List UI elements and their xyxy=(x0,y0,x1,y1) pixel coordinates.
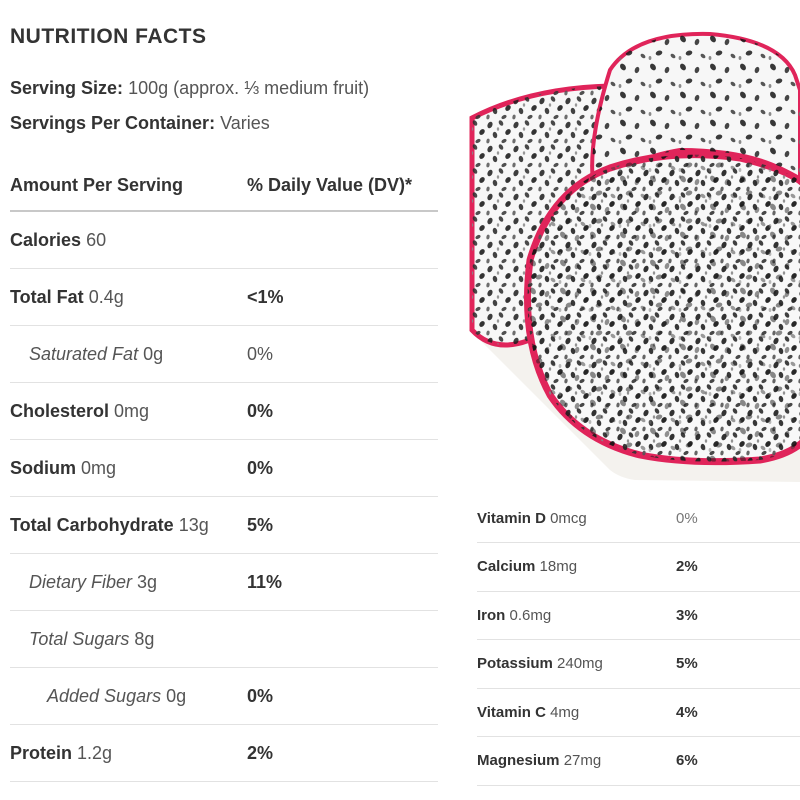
nutrient-dv: 0% xyxy=(247,685,274,706)
dragon-fruit-image xyxy=(460,0,800,510)
nutrient-name: Cholesterol xyxy=(10,400,110,421)
table-row-cholesterol: Cholesterol 0mg 0% xyxy=(10,383,438,440)
nutrient-name: Calories xyxy=(10,229,82,250)
nutrient-dv: 0% xyxy=(247,457,274,478)
nutrient-dv: <1% xyxy=(247,286,284,307)
nutrient-name: Total Carbohydrate xyxy=(10,514,174,535)
servings-per-container: Servings Per Container: Varies xyxy=(10,113,270,134)
nutrient-dv: 5% xyxy=(676,655,698,673)
nutrient-dv: 2% xyxy=(247,742,274,763)
nutrient-dv: 6% xyxy=(676,752,698,770)
serving-size: Serving Size: 100g (approx. ⅓ medium fru… xyxy=(10,78,369,99)
table-row-sodium: Sodium 0mg 0% xyxy=(10,440,438,497)
nutrient-dv: 11% xyxy=(247,571,283,592)
table-row-calcium: Calcium 18mg 2% xyxy=(477,543,800,592)
nutrient-amount: 27mg xyxy=(563,752,602,770)
table-row-total-carbohydrate: Total Carbohydrate 13g 5% xyxy=(10,497,438,554)
nutrient-dv: 4% xyxy=(676,703,698,721)
nutrient-name: Protein xyxy=(10,742,73,763)
nutrient-name: Added Sugars xyxy=(47,685,162,706)
table-header: Amount Per Serving % Daily Value (DV)* xyxy=(10,160,438,212)
servings-per-container-value: Varies xyxy=(220,113,270,133)
header-amount-per-serving: Amount Per Serving xyxy=(10,174,184,195)
nutrient-dv: 5% xyxy=(247,514,274,535)
table-row-added-sugars: Added Sugars 0g 0% xyxy=(10,668,438,725)
nutrient-name: Sodium xyxy=(10,457,76,478)
nutrient-dv: 3% xyxy=(676,606,698,624)
nutrient-amount: 240mg xyxy=(557,655,603,673)
nutrient-name: Magnesium xyxy=(477,752,560,770)
nutrient-name: Vitamin C xyxy=(477,703,546,721)
nutrient-amount: 0mcg xyxy=(550,510,587,527)
nutrient-amount: 0.6mg xyxy=(509,606,552,624)
serving-size-label: Serving Size: xyxy=(10,78,124,98)
nutrition-table: Amount Per Serving % Daily Value (DV)* C… xyxy=(10,160,438,782)
fruit-slice-top xyxy=(590,31,800,200)
table-row-magnesium: Magnesium 27mg 6% xyxy=(477,737,800,786)
nutrient-name: Calcium xyxy=(477,558,536,576)
nutrient-amount: 0.4g xyxy=(88,286,124,307)
micronutrient-table: Vitamin D 0mcg 0% Calcium 18mg 2% Iron 0… xyxy=(477,495,800,786)
table-row-iron: Iron 0.6mg 3% xyxy=(477,592,800,640)
nutrient-name: Vitamin D xyxy=(477,510,546,527)
nutrient-name: Total Fat xyxy=(10,286,84,307)
table-row-protein: Protein 1.2g 2% xyxy=(10,725,438,782)
nutrient-name: Potassium xyxy=(477,655,553,673)
nutrient-amount: 13g xyxy=(178,514,209,535)
servings-per-container-label: Servings Per Container: xyxy=(10,113,216,133)
table-row-saturated-fat: Saturated Fat 0g 0% xyxy=(10,326,438,383)
nutrient-amount: 0g xyxy=(143,343,164,364)
nutrient-dv: 0% xyxy=(247,400,274,421)
serving-size-value: 100g (approx. ⅓ medium fruit) xyxy=(128,78,370,98)
nutrient-amount: 60 xyxy=(86,229,107,250)
nutrient-amount: 0mg xyxy=(114,400,150,421)
table-row-vitamin-c: Vitamin C 4mg 4% xyxy=(477,689,800,737)
table-row-potassium: Potassium 240mg 5% xyxy=(477,640,800,689)
table-row-total-fat: Total Fat 0.4g <1% xyxy=(10,269,438,326)
table-row-calories: Calories 60 xyxy=(10,212,438,269)
page-title: NUTRITION FACTS xyxy=(10,25,207,48)
fruit-slice-front xyxy=(524,151,800,466)
nutrient-amount: 8g xyxy=(134,628,155,649)
nutrient-name: Total Sugars xyxy=(29,628,130,649)
table-row-vitamin-d: Vitamin D 0mcg 0% xyxy=(477,495,800,543)
nutrient-amount: 18mg xyxy=(539,558,578,576)
table-row-dietary-fiber: Dietary Fiber 3g 11% xyxy=(10,554,438,611)
header-daily-value: % Daily Value (DV)* xyxy=(247,174,413,195)
nutrient-dv: 2% xyxy=(676,558,698,576)
nutrient-name: Saturated Fat xyxy=(29,343,139,364)
nutrient-dv: 0% xyxy=(676,510,698,527)
nutrient-name: Dietary Fiber xyxy=(29,571,133,592)
nutrient-amount: 1.2g xyxy=(77,742,113,763)
nutrient-amount: 0mg xyxy=(81,457,117,478)
nutrient-dv: 0% xyxy=(247,343,274,364)
table-row-total-sugars: Total Sugars 8g xyxy=(10,611,438,668)
nutrient-amount: 0g xyxy=(166,685,187,706)
nutrient-amount: 3g xyxy=(137,571,158,592)
nutrient-amount: 4mg xyxy=(550,703,580,721)
nutrient-name: Iron xyxy=(477,606,506,624)
